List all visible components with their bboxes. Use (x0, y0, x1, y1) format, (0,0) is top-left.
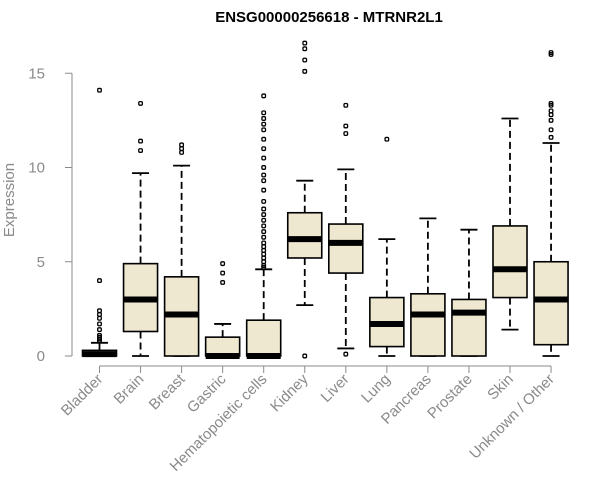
outlier-point (384, 136, 390, 142)
outlier-point (261, 93, 267, 99)
outlier-point (261, 206, 267, 212)
outlier-point (97, 327, 102, 333)
x-tick-label: Prostate (424, 371, 476, 423)
outlier-point (179, 142, 185, 148)
outlier-point (97, 87, 102, 93)
whiskers-layer (91, 117, 560, 357)
outlier-point (261, 247, 267, 253)
y-tick-label: 0 (37, 348, 45, 365)
chart-title: ENSG00000256618 - MTRNR2L1 (215, 9, 443, 26)
x-tick-label: Liver (318, 371, 353, 406)
box (286, 211, 323, 259)
outlier-point (261, 229, 267, 235)
outlier-point (302, 40, 308, 46)
box (327, 223, 364, 274)
outliers-layer (97, 40, 554, 359)
box (451, 298, 487, 357)
outlier-point (302, 57, 308, 63)
outlier-point (261, 110, 267, 116)
outlier-point (261, 223, 267, 229)
box (533, 260, 569, 346)
outlier-point (261, 240, 267, 246)
outlier-point (548, 51, 554, 57)
outlier-point (548, 108, 554, 114)
outlier-point (261, 212, 267, 218)
x-tick-label: Brain (111, 371, 148, 408)
outlier-point (261, 234, 267, 240)
outlier-point (261, 127, 267, 133)
y-axis: 0 5 10 15 (28, 65, 73, 365)
outlier-point (220, 280, 226, 285)
outlier-point (261, 244, 267, 250)
outlier-point (220, 261, 226, 267)
outlier-point (261, 217, 267, 223)
x-tick-label: Bladder (58, 371, 107, 420)
outlier-point (343, 123, 349, 129)
outlier-point (220, 270, 226, 276)
x-tick-label: Lung (358, 371, 394, 407)
outlier-point (261, 116, 267, 121)
outlier-point (97, 312, 102, 317)
outlier-point (97, 315, 102, 321)
outlier-point (261, 187, 267, 193)
x-tick-label: Breast (146, 370, 189, 413)
outlier-point (261, 172, 267, 178)
outlier-point (97, 278, 102, 284)
outlier-point (97, 308, 102, 314)
outlier-point (548, 127, 554, 133)
outlier-point (261, 264, 267, 270)
outlier-point (343, 131, 349, 137)
outlier-point (261, 136, 267, 142)
outlier-point (138, 148, 143, 153)
y-tick-label: 10 (28, 160, 45, 177)
outlier-point (261, 259, 267, 265)
outlier-point (261, 121, 267, 127)
outlier-point (343, 351, 349, 357)
outlier-point (548, 134, 554, 140)
y-tick-label: 15 (28, 65, 45, 82)
outlier-point (179, 149, 185, 155)
x-tick-label: Kidney (267, 370, 312, 415)
outlier-point (548, 112, 554, 118)
outlier-point (261, 251, 267, 257)
box (492, 225, 528, 299)
outlier-point (343, 102, 349, 108)
outlier-point (302, 68, 308, 74)
outlier-point (261, 178, 267, 184)
outlier-point (261, 155, 267, 161)
box (245, 319, 282, 357)
outlier-point (138, 100, 143, 106)
outlier-point (138, 138, 143, 144)
y-axis-label: Expression (1, 163, 18, 237)
x-tick-label: Skin (484, 371, 517, 404)
outlier-point (97, 321, 102, 327)
outlier-point (261, 198, 267, 204)
box (410, 292, 446, 357)
outlier-point (548, 117, 554, 123)
outlier-point (261, 255, 267, 261)
outlier-point (97, 338, 102, 344)
y-tick-label: 5 (37, 254, 45, 271)
outlier-point (261, 165, 267, 170)
boxes-layer (81, 211, 569, 359)
outlier-point (179, 146, 185, 152)
outlier-point (548, 102, 554, 108)
outlier-point (302, 353, 308, 359)
outlier-point (261, 146, 267, 152)
outlier-point (302, 46, 308, 52)
